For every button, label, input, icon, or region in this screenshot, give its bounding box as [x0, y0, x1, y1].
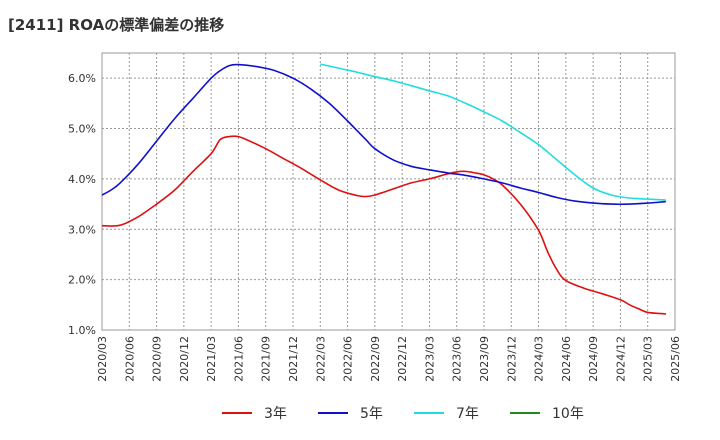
x-tick-label: 2023/03 — [423, 336, 436, 382]
x-tick-label: 2024/03 — [533, 336, 546, 382]
x-tick-label: 2021/06 — [232, 336, 245, 382]
x-tick-label: 2025/06 — [669, 336, 682, 382]
x-tick-label: 2021/09 — [260, 336, 273, 382]
x-tick-label: 2023/09 — [478, 336, 491, 382]
x-tick-label: 2022/03 — [314, 336, 327, 382]
legend-label-3: 10年 — [552, 406, 584, 422]
x-tick-label: 2020/06 — [123, 336, 136, 382]
legend-label-2: 7年 — [456, 406, 479, 422]
x-tick-label: 2020/03 — [96, 336, 109, 382]
x-tick-label: 2024/09 — [587, 336, 600, 382]
x-tick-label: 2020/12 — [178, 336, 191, 382]
x-tick-label: 2024/06 — [560, 336, 573, 382]
series-line-0 — [101, 135, 666, 315]
x-tick-label: 2021/03 — [205, 336, 218, 382]
y-tick-label: 4.0% — [68, 173, 96, 186]
series-line-1 — [101, 63, 666, 206]
y-axis: 1.0% 2.0% 3.0% 4.0% 5.0% 6.0% — [68, 72, 96, 337]
y-tick-label: 1.0% — [68, 324, 96, 337]
legend-label-0: 3年 — [264, 406, 287, 422]
x-tick-label: 2024/12 — [614, 336, 627, 382]
y-tick-label: 5.0% — [68, 123, 96, 136]
legend: 3年 5年 7年 10年 — [222, 406, 584, 422]
series-line-2 — [320, 63, 666, 201]
series-lines — [101, 63, 666, 315]
x-tick-label: 2022/12 — [396, 336, 409, 382]
y-tick-label: 2.0% — [68, 274, 96, 287]
y-tick-label: 6.0% — [68, 72, 96, 85]
plot-area — [101, 52, 676, 331]
y-tick-label: 3.0% — [68, 223, 96, 236]
x-tick-label: 2021/12 — [287, 336, 300, 382]
chart-title: [2411] ROAの標準偏差の推移 — [8, 16, 225, 34]
x-tick-label: 2025/03 — [642, 336, 655, 382]
x-tick-label: 2020/09 — [151, 336, 164, 382]
x-axis: 2020/03 2020/06 2020/09 2020/12 2021/03 2021/… — [96, 336, 682, 382]
x-tick-label: 2022/09 — [369, 336, 382, 382]
x-tick-label: 2022/06 — [342, 336, 355, 382]
x-tick-label: 2023/06 — [451, 336, 464, 382]
legend-label-1: 5年 — [360, 406, 383, 422]
x-tick-label: 2023/12 — [505, 336, 518, 382]
